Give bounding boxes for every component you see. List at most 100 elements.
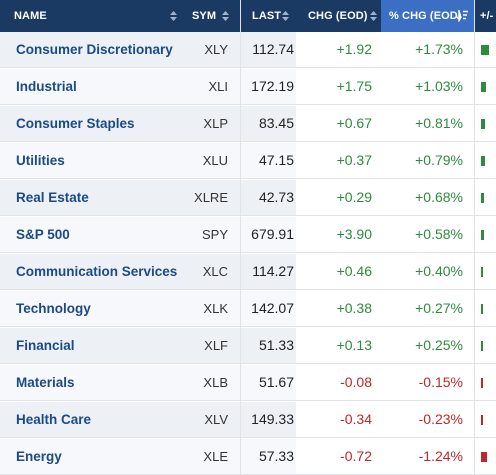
symbol-cell: XLB [184, 365, 240, 400]
percent-change-cell: +0.25% [415, 337, 463, 353]
sector-name-link[interactable]: Utilities [0, 143, 184, 178]
last-price-cell: 114.27 [240, 254, 296, 289]
table-row[interactable]: S&P 500 SPY 679.91 +3.90 +0.58% [0, 217, 496, 253]
percent-change-cell: +0.40% [415, 263, 463, 279]
column-header-last[interactable]: LAST [252, 0, 281, 32]
percent-change-cell: +1.03% [415, 78, 463, 94]
percent-change-cell: +0.79% [415, 152, 463, 168]
table-row[interactable]: Industrial XLI 172.19 +1.75 +1.03% [0, 69, 496, 105]
change-cell: -0.34 [340, 411, 372, 427]
percent-change-cell: +0.68% [415, 189, 463, 205]
sector-name-link[interactable]: Technology [0, 291, 184, 326]
change-cell: +0.29 [336, 189, 372, 205]
change-cell: +0.38 [336, 300, 372, 316]
percent-change-cell: -0.15% [418, 374, 463, 390]
table-row[interactable]: Utilities XLU 47.15 +0.37 +0.79% [0, 143, 496, 179]
sector-name-link[interactable]: Consumer Staples [0, 106, 184, 141]
column-header-last-label: LAST [252, 10, 282, 22]
percent-change-cell: -0.23% [418, 411, 463, 427]
sector-name-link[interactable]: Materials [0, 365, 184, 400]
last-price-cell: 83.45 [240, 106, 296, 141]
change-bar [481, 230, 484, 240]
last-price-cell: 112.74 [240, 32, 296, 67]
sort-arrows-icon[interactable] [222, 11, 229, 21]
sector-name-link[interactable]: S&P 500 [0, 217, 184, 252]
last-price-cell: 42.73 [240, 180, 296, 215]
column-header-chg[interactable]: CHG (EOD) [308, 0, 368, 32]
sort-descending-icon [456, 10, 468, 21]
change-cell: -0.72 [340, 448, 372, 464]
symbol-cell: XLE [184, 439, 240, 474]
table-row[interactable]: Energy XLE 57.33 -0.72 -1.24% [0, 439, 496, 475]
table-row[interactable]: Materials XLB 51.67 -0.08 -0.15% [0, 365, 496, 401]
change-bar [481, 304, 483, 314]
change-bar [481, 378, 483, 388]
sector-name-link[interactable]: Communication Services [0, 254, 184, 289]
change-bar [481, 341, 483, 351]
symbol-cell: SPY [184, 217, 240, 252]
change-bar [481, 119, 485, 129]
percent-change-cell: +0.27% [415, 300, 463, 316]
column-header-name[interactable]: NAME [14, 0, 47, 32]
symbol-cell: XLRE [184, 180, 240, 215]
percent-change-cell: -1.24% [418, 448, 463, 464]
change-cell: +1.75 [336, 78, 372, 94]
column-header-sym-label: SYM [192, 10, 217, 22]
last-price-cell: 149.33 [240, 402, 296, 437]
change-bar [481, 267, 483, 277]
table-row[interactable]: Consumer Discretionary XLY 112.74 +1.92 +1.7… [0, 32, 496, 68]
sort-arrows-icon[interactable] [282, 11, 289, 21]
sector-name-link[interactable]: Consumer Discretionary [0, 32, 184, 67]
last-price-cell: 47.15 [240, 143, 296, 178]
percent-change-cell: +0.58% [415, 226, 463, 242]
sector-name-link[interactable]: Energy [0, 439, 184, 474]
sort-arrows-icon[interactable] [370, 11, 377, 21]
change-cell: +0.37 [336, 152, 372, 168]
column-header-bar-label: +/- [480, 10, 494, 22]
change-cell: +3.90 [336, 226, 372, 242]
last-price-cell: 679.91 [240, 217, 296, 252]
change-bar [481, 82, 486, 92]
table-row[interactable]: Communication Services XLC 114.27 +0.46 +0.4… [0, 254, 496, 290]
sector-name-link[interactable]: Industrial [0, 69, 184, 104]
last-price-cell: 51.67 [240, 365, 296, 400]
percent-change-cell: +1.73% [415, 41, 463, 57]
last-price-cell: 172.19 [240, 69, 296, 104]
percent-change-cell: +0.81% [415, 115, 463, 131]
change-bar [481, 156, 485, 166]
column-header-pchg-label: % CHG (EOD) [389, 10, 462, 22]
symbol-cell: XLP [184, 106, 240, 141]
sector-name-link[interactable]: Real Estate [0, 180, 184, 215]
symbol-cell: XLY [184, 32, 240, 67]
sector-name-link[interactable]: Health Care [0, 402, 184, 437]
column-header-name-label: NAME [14, 10, 47, 22]
column-header-bar[interactable]: +/- [480, 0, 493, 32]
table-row[interactable]: Technology XLK 142.07 +0.38 +0.27% [0, 291, 496, 327]
change-bar [481, 452, 487, 462]
table-header: NAME SYM LAST CHG (EOD) % CHG (EOD) [0, 0, 496, 32]
table-row[interactable]: Financial XLF 51.33 +0.13 +0.25% [0, 328, 496, 364]
change-cell: +0.46 [336, 263, 372, 279]
sort-arrows-icon[interactable] [170, 11, 177, 21]
change-bar [481, 193, 485, 203]
column-divider [474, 0, 475, 475]
symbol-cell: XLI [184, 69, 240, 104]
last-price-cell: 142.07 [240, 291, 296, 326]
change-bar [481, 415, 483, 425]
sector-name-link[interactable]: Financial [0, 328, 184, 363]
change-cell: +1.92 [336, 41, 372, 57]
column-header-pchg[interactable]: % CHG (EOD) [381, 0, 474, 32]
symbol-cell: XLK [184, 291, 240, 326]
table-row[interactable]: Real Estate XLRE 42.73 +0.29 +0.68% [0, 180, 496, 216]
column-header-chg-label: CHG (EOD) [308, 10, 368, 22]
table-row[interactable]: Consumer Staples XLP 83.45 +0.67 +0.81% [0, 106, 496, 142]
column-header-sym[interactable]: SYM [192, 0, 216, 32]
symbol-cell: XLV [184, 402, 240, 437]
table-row[interactable]: Health Care XLV 149.33 -0.34 -0.23% [0, 402, 496, 438]
change-bar [481, 45, 489, 55]
change-cell: +0.67 [336, 115, 372, 131]
last-price-cell: 57.33 [240, 439, 296, 474]
symbol-cell: XLF [184, 328, 240, 363]
symbol-cell: XLC [184, 254, 240, 289]
